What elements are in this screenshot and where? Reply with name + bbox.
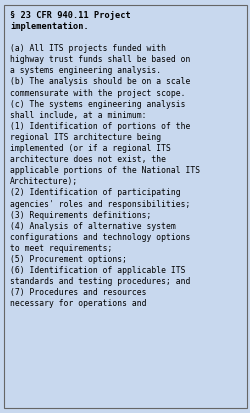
Text: (a) All ITS projects funded with
highway trust funds shall be based on
a systems: (a) All ITS projects funded with highway… xyxy=(10,44,199,309)
Text: § 23 CFR 940.11 Project
implementation.: § 23 CFR 940.11 Project implementation. xyxy=(10,11,130,31)
FancyBboxPatch shape xyxy=(4,5,246,408)
